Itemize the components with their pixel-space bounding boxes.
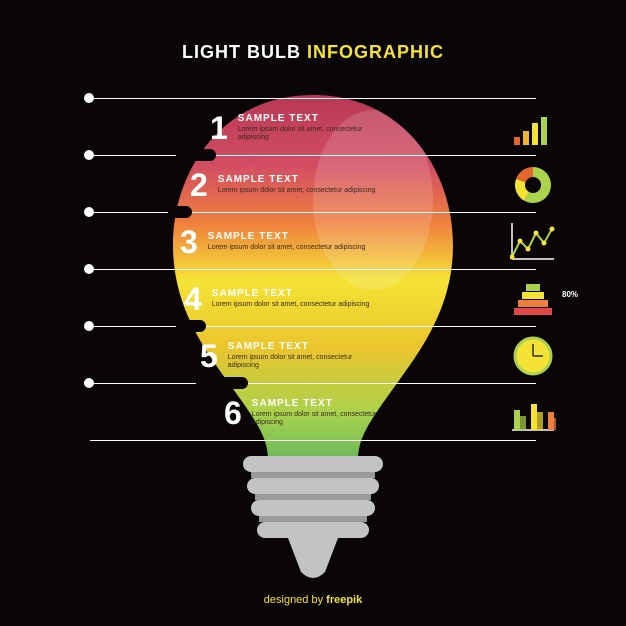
row-number: 2 — [190, 169, 208, 201]
row-text: SAMPLE TEXTLorem ipsum dolor sit amet, c… — [218, 174, 376, 196]
row-heading: SAMPLE TEXT — [252, 398, 384, 410]
title-part2: INFOGRAPHIC — [307, 42, 444, 62]
row-text: SAMPLE TEXTLorem ipsum dolor sit amet, c… — [212, 288, 370, 310]
row-heading: SAMPLE TEXT — [208, 231, 366, 243]
row-number: 6 — [224, 397, 242, 429]
row-heading: SAMPLE TEXT — [218, 174, 376, 186]
divider-line — [90, 269, 536, 270]
pyramid-label: 80% — [562, 290, 578, 299]
info-row-1: 1 SAMPLE TEXTLorem ipsum dolor sit amet, … — [210, 108, 380, 147]
info-row-4: 4 SAMPLE TEXTLorem ipsum dolor sit amet, … — [184, 279, 384, 318]
row-heading: SAMPLE TEXT — [228, 341, 380, 353]
row-number: 1 — [210, 112, 228, 144]
divider-line — [90, 326, 536, 327]
info-row-3: 3 SAMPLE TEXTLorem ipsum dolor sit amet, … — [180, 222, 380, 261]
page-title: LIGHT BULB INFOGRAPHIC — [0, 42, 626, 63]
bulb-notch — [176, 149, 216, 161]
divider-line — [90, 98, 536, 99]
pyramid-icon: 80% — [510, 276, 556, 322]
bullet-dot — [84, 264, 94, 274]
bulb-notch — [168, 206, 192, 218]
info-row-5: 5 SAMPLE TEXTLorem ipsum dolor sit amet, … — [200, 336, 380, 375]
divider-line — [90, 440, 536, 441]
credit-part2: freepik — [326, 594, 362, 606]
row-text: SAMPLE TEXTLorem ipsum dolor sit amet, c… — [252, 398, 384, 428]
divider-line — [90, 155, 536, 156]
row-heading: SAMPLE TEXT — [238, 113, 380, 125]
row-body: Lorem ipsum dolor sit amet, consectetur … — [252, 411, 384, 427]
infographic-canvas: LIGHT BULB INFOGRAPHIC — [0, 0, 626, 626]
bars-icon — [510, 105, 556, 151]
columns-icon — [510, 390, 556, 436]
row-body: Lorem ipsum dolor sit amet, consectetur … — [238, 126, 380, 142]
credit-line: designed by freepik — [0, 594, 626, 606]
row-body: Lorem ipsum dolor sit amet, consectetur … — [218, 187, 376, 195]
info-row-2: 2 SAMPLE TEXTLorem ipsum dolor sit amet, … — [190, 165, 390, 204]
title-part1: LIGHT BULB — [182, 42, 301, 62]
credit-part1: designed by — [264, 594, 326, 606]
row-number: 5 — [200, 340, 218, 372]
bulb-notch — [196, 377, 248, 389]
bullet-dot — [84, 93, 94, 103]
bullet-dot — [84, 378, 94, 388]
row-heading: SAMPLE TEXT — [212, 288, 370, 300]
bulb-socket — [233, 456, 393, 586]
row-number: 4 — [184, 283, 202, 315]
linechart-icon — [510, 219, 556, 265]
row-body: Lorem ipsum dolor sit amet, consectetur … — [228, 354, 380, 370]
row-number: 3 — [180, 226, 198, 258]
bullet-dot — [84, 150, 94, 160]
bullet-dot — [84, 207, 94, 217]
row-text: SAMPLE TEXTLorem ipsum dolor sit amet, c… — [228, 341, 380, 371]
divider-line — [90, 212, 536, 213]
row-text: SAMPLE TEXTLorem ipsum dolor sit amet, c… — [238, 113, 380, 143]
row-body: Lorem ipsum dolor sit amet, consectetur … — [208, 244, 366, 252]
divider-line — [90, 383, 536, 384]
row-text: SAMPLE TEXTLorem ipsum dolor sit amet, c… — [208, 231, 366, 253]
bulb-notch — [176, 320, 206, 332]
donut-icon — [510, 162, 556, 208]
lightbulb-graphic — [163, 90, 463, 570]
row-body: Lorem ipsum dolor sit amet, consectetur … — [212, 301, 370, 309]
bullet-dot — [84, 321, 94, 331]
clock-icon — [510, 333, 556, 379]
info-row-6: 6 SAMPLE TEXTLorem ipsum dolor sit amet, … — [224, 393, 384, 432]
